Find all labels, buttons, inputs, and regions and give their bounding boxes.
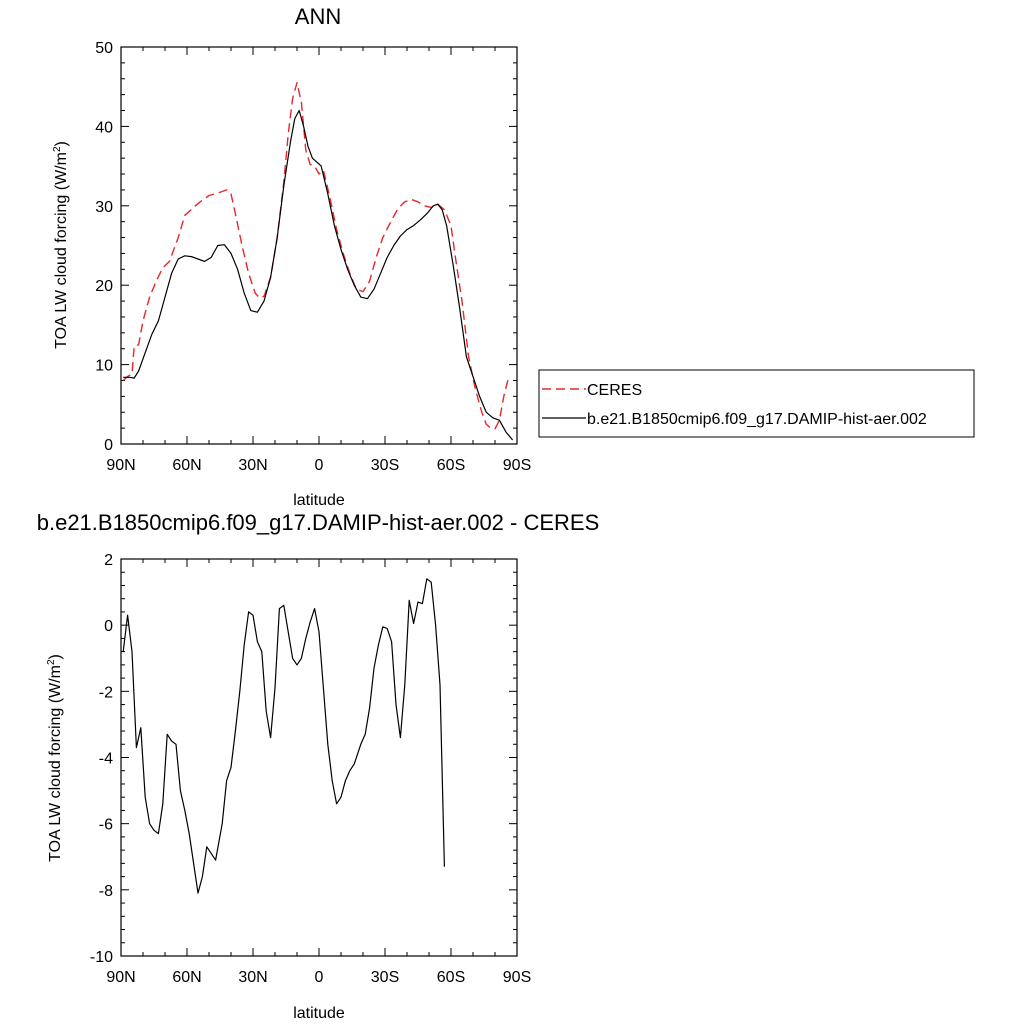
top-xtick-label: 90S xyxy=(503,457,531,474)
top-chart-frame xyxy=(120,46,518,445)
bottom-xtick-label: 60N xyxy=(172,969,201,986)
bottom-chart-title: b.e21.B1850cmip6.f09_g17.DAMIP-hist-aer.… xyxy=(37,510,600,535)
top-ytick-label: 10 xyxy=(95,358,113,375)
top-xtick-label: 30S xyxy=(371,457,399,474)
top-xtick-label: 60S xyxy=(437,457,465,474)
top-chart-xlabel: latitude xyxy=(293,492,345,509)
top-ytick-label: 40 xyxy=(95,119,113,136)
legend-label-model: b.e21.B1850cmip6.f09_g17.DAMIP-hist-aer.… xyxy=(587,411,927,428)
top-ytick-label: 0 xyxy=(104,437,113,454)
bottom-ytick-label: -4 xyxy=(99,751,113,768)
top-chart-title: ANN xyxy=(295,4,341,29)
bottom-xtick-label: 30S xyxy=(371,969,399,986)
top-xtick-label: 0 xyxy=(315,457,324,474)
bottom-chart-xtick-labels: 90N 60N 30N 0 30S 60S 90S xyxy=(106,969,531,986)
top-ylabel-sup: 2 xyxy=(52,146,63,152)
top-ytick-label: 20 xyxy=(95,278,113,295)
bottom-chart-ylabel: TOA LW cloud forcing (W/m2) xyxy=(46,654,64,862)
bottom-ytick-label: -10 xyxy=(90,949,113,966)
legend: CERES b.e21.B1850cmip6.f09_g17.DAMIP-his… xyxy=(538,369,975,438)
bottom-ytick-label: -8 xyxy=(99,883,113,900)
bottom-xtick-label: 30N xyxy=(238,969,267,986)
bottom-chart-frame xyxy=(120,558,518,957)
top-series-line-model xyxy=(123,109,514,441)
top-series-line-ceres xyxy=(122,81,509,430)
top-chart-xtick-labels: 90N 60N 30N 0 30S 60S 90S xyxy=(106,457,531,474)
top-ytick-label: 30 xyxy=(95,199,113,216)
bottom-ytick-label: 2 xyxy=(104,552,113,569)
top-xtick-label: 60N xyxy=(172,457,201,474)
bottom-ytick-label: 0 xyxy=(104,618,113,635)
bottom-chart-ytick-labels: -10 -8 -6 -4 -2 0 2 xyxy=(90,552,113,966)
bottom-xtick-label: 0 xyxy=(315,969,324,986)
bottom-chart-panel: b.e21.B1850cmip6.f09_g17.DAMIP-hist-aer.… xyxy=(37,510,600,1022)
top-xtick-label: 90N xyxy=(106,457,135,474)
bottom-ytick-label: -6 xyxy=(99,817,113,834)
top-xtick-label: 30N xyxy=(238,457,267,474)
bottom-xtick-label: 60S xyxy=(437,969,465,986)
top-chart-plot-area xyxy=(120,46,518,445)
bottom-ylabel-sup: 2 xyxy=(46,659,57,665)
bottom-series-line-difference xyxy=(122,578,445,894)
legend-label-ceres: CERES xyxy=(587,382,642,399)
top-ylabel-close: ) xyxy=(53,141,70,146)
bottom-chart-xlabel: latitude xyxy=(293,1005,345,1022)
top-ylabel-main: TOA LW cloud forcing (W/m xyxy=(53,152,70,349)
bottom-xtick-label: 90S xyxy=(503,969,531,986)
top-chart-ytick-labels: 0 10 20 30 40 50 xyxy=(95,40,113,454)
top-chart-ylabel: TOA LW cloud forcing (W/m2) xyxy=(52,141,70,349)
bottom-ylabel-close: ) xyxy=(47,654,64,659)
legend-box xyxy=(538,369,975,438)
bottom-chart-plot-area xyxy=(120,558,518,957)
bottom-ytick-label: -2 xyxy=(99,684,113,701)
top-ytick-label: 50 xyxy=(95,40,113,57)
top-chart-panel: ANN latitude TOA LW cloud forcing (W/m2)… xyxy=(52,4,531,509)
bottom-ylabel-main: TOA LW cloud forcing (W/m xyxy=(47,665,64,862)
bottom-xtick-label: 90N xyxy=(106,969,135,986)
